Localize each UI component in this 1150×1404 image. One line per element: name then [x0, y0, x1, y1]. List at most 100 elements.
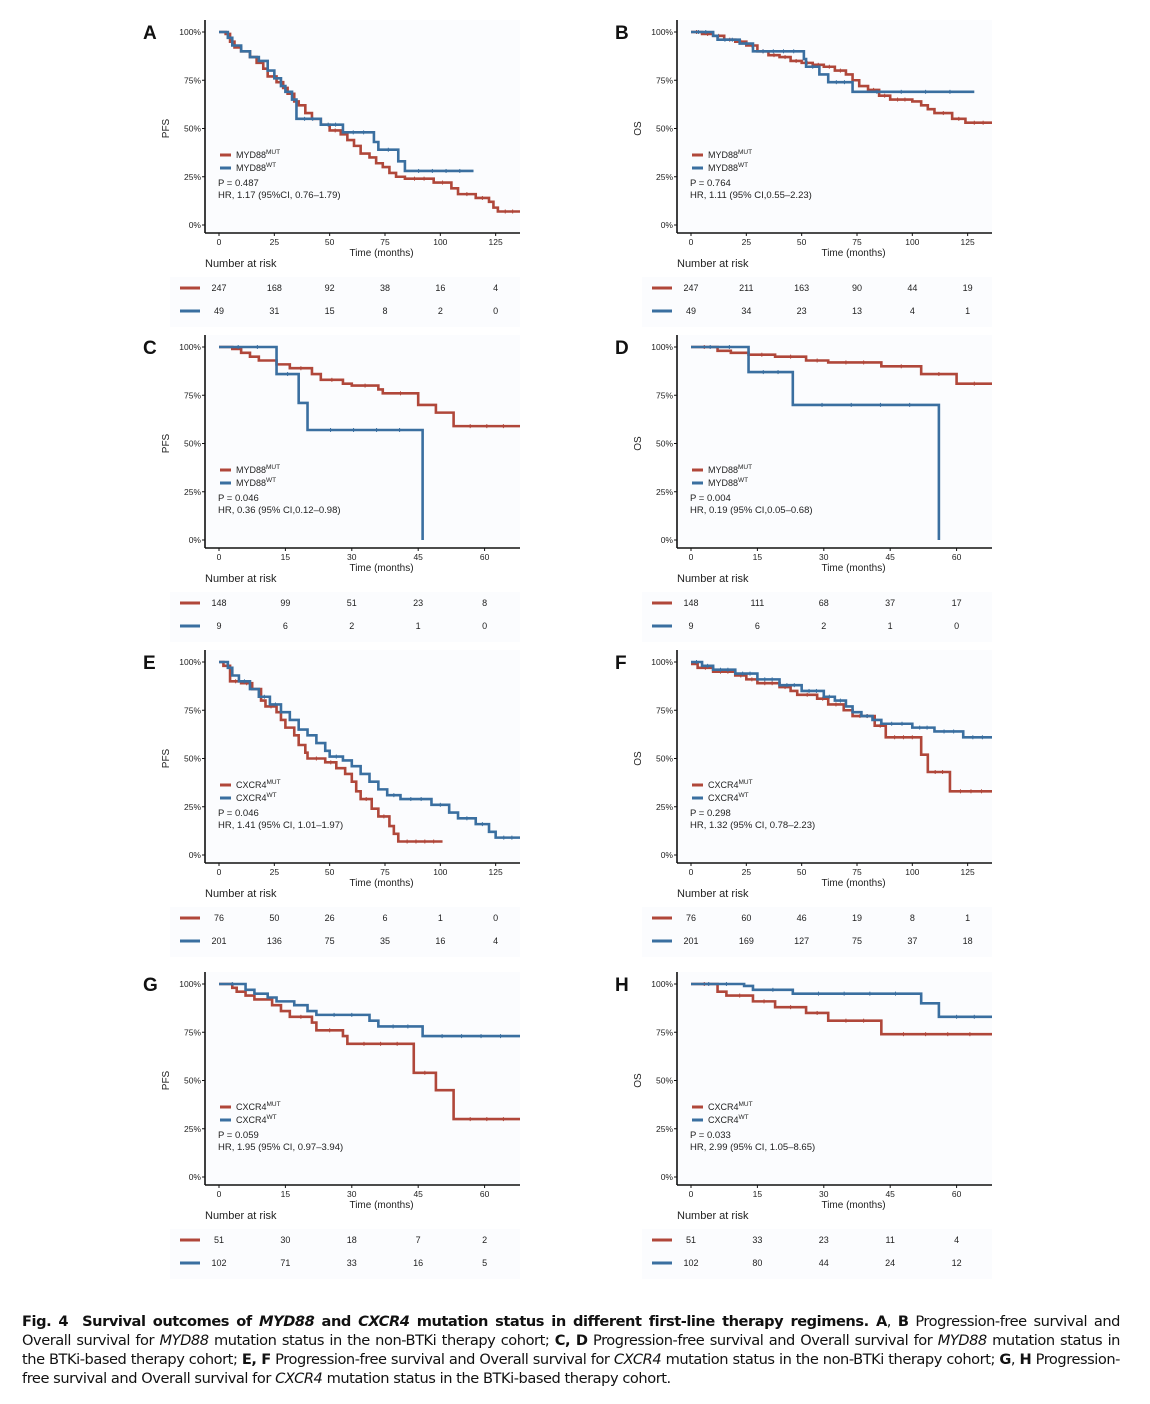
legend-label: MYD88MUT [236, 464, 280, 475]
km-chart-svg: H 0% 25% 50% 75% 100% 0 15 30 45 60 Time (months) OS… [615, 972, 992, 1279]
caption-segment: MYD88 [259, 1313, 315, 1330]
risk-count: 46 [797, 913, 807, 923]
y-tick-label: 75% [656, 1027, 673, 1037]
plot-area [677, 972, 992, 1185]
x-tick-label: 60 [480, 552, 490, 562]
x-tick-label: 50 [325, 867, 335, 877]
caption-segment: G [999, 1351, 1011, 1368]
caption-segment: CXCR4 [275, 1370, 323, 1387]
risk-count: 102 [211, 1258, 226, 1268]
risk-count: 0 [482, 621, 487, 631]
x-tick-label: 50 [325, 237, 335, 247]
hazard-ratio-text: HR, 0.36 (95% CI,0.12–0.98) [218, 505, 341, 516]
legend-label: MYD88WT [708, 162, 748, 173]
risk-count: 7 [416, 1235, 421, 1245]
p-value-text: P = 0.059 [218, 1130, 259, 1141]
x-tick-label: 60 [952, 552, 962, 562]
legend-label: MYD88MUT [708, 464, 752, 475]
risk-count: 13 [852, 306, 862, 316]
x-tick-label: 0 [217, 867, 222, 877]
caption-segment: Progression-free survival and Overall su… [22, 1351, 1120, 1387]
risk-count: 49 [214, 306, 224, 316]
y-tick-label: 25% [184, 802, 201, 812]
y-tick-label: 0% [189, 1172, 202, 1182]
risk-count: 16 [435, 936, 445, 946]
hazard-ratio-text: HR, 1.11 (95% CI,0.55–2.23) [690, 190, 812, 201]
x-tick-label: 25 [742, 867, 752, 877]
y-tick-label: 0% [661, 1172, 674, 1182]
risk-count: 51 [686, 1235, 696, 1245]
risk-table-bg [642, 277, 992, 327]
x-tick-label: 100 [905, 867, 919, 877]
survival-curve-mut [691, 982, 992, 1036]
risk-count: 148 [211, 598, 226, 608]
x-axis-title: Time (months) [821, 1200, 885, 1211]
x-tick-label: 30 [347, 1189, 357, 1199]
risk-count: 35 [380, 936, 390, 946]
y-tick-label: 0% [189, 535, 202, 545]
risk-count: 4 [493, 283, 498, 293]
km-panel-c: C 0% 25% 50% 75% 100% 0 15 30 45 60 Time (months) PF… [140, 330, 610, 645]
legend-label: MYD88MUT [236, 149, 280, 160]
risk-count: 168 [267, 283, 282, 293]
risk-count: 19 [963, 283, 973, 293]
risk-count: 9 [216, 621, 221, 631]
hazard-ratio-text: HR, 1.41 (95% CI, 1.01–1.97) [218, 820, 343, 831]
risk-count: 26 [325, 913, 335, 923]
plot-area [205, 335, 520, 548]
risk-count: 49 [686, 306, 696, 316]
caption-segment: mutation status in different first-line … [409, 1313, 876, 1330]
risk-count: 37 [907, 936, 917, 946]
risk-count: 16 [413, 1258, 423, 1268]
risk-count: 211 [739, 283, 753, 293]
x-tick-label: 125 [489, 237, 503, 247]
risk-count: 31 [269, 306, 279, 316]
risk-count: 9 [688, 621, 693, 631]
risk-count: 12 [952, 1258, 962, 1268]
x-tick-label: 30 [819, 1189, 829, 1199]
risk-count: 16 [435, 283, 445, 293]
risk-count: 8 [382, 306, 387, 316]
risk-count: 33 [752, 1235, 762, 1245]
km-chart-svg: B 0% 25% 50% 75% 100% 0 25 50 75 100 125 Time (month… [615, 20, 992, 327]
risk-count: 8 [910, 913, 915, 923]
risk-count: 38 [380, 283, 390, 293]
risk-table-bg [642, 907, 992, 957]
legend-label: CXCR4MUT [708, 779, 753, 790]
y-axis-title: OS [633, 751, 644, 766]
hazard-ratio-text: HR, 1.95 (95% CI, 0.97–3.94) [218, 1142, 343, 1153]
risk-table-title: Number at risk [205, 573, 277, 585]
panel-letter: E [143, 653, 156, 674]
y-tick-label: 100% [179, 27, 201, 37]
panel-letter: B [615, 23, 629, 44]
caption-segment: mutation status in the non-BTKi therapy … [661, 1351, 1000, 1368]
x-tick-label: 25 [270, 237, 280, 247]
risk-count: 111 [751, 598, 765, 608]
caption-segment: CXCR4 [358, 1313, 410, 1330]
km-chart-svg: G 0% 25% 50% 75% 100% 0 15 30 45 60 Time (months) PF… [143, 972, 520, 1279]
risk-count: 51 [347, 598, 357, 608]
x-tick-label: 0 [217, 552, 222, 562]
survival-curve-wt [219, 345, 424, 540]
x-tick-label: 60 [480, 1189, 490, 1199]
y-tick-label: 75% [656, 705, 673, 715]
risk-count: 37 [885, 598, 895, 608]
p-value-text: P = 0.764 [690, 178, 731, 189]
y-tick-label: 25% [656, 1124, 673, 1134]
km-panel-d: D 0% 25% 50% 75% 100% 0 15 30 45 60 Time (months) OS… [612, 330, 1082, 645]
risk-count: 1 [438, 913, 443, 923]
km-chart-svg: F 0% 25% 50% 75% 100% 0 25 50 75 100 125 Time (month… [615, 650, 992, 957]
y-tick-label: 75% [184, 75, 201, 85]
x-tick-label: 45 [413, 552, 423, 562]
x-tick-label: 100 [905, 237, 919, 247]
risk-count: 44 [819, 1258, 829, 1268]
y-axis-title: OS [633, 1073, 644, 1088]
caption-segment: C, D [554, 1332, 588, 1349]
caption-segment: mutation status in the BTKi-based therap… [322, 1370, 672, 1387]
caption-segment: Progression-free survival and Overall su… [270, 1351, 614, 1368]
y-tick-label: 50% [656, 439, 673, 449]
survival-curve-mut [219, 345, 520, 428]
risk-table-title: Number at risk [677, 1210, 749, 1222]
y-tick-label: 25% [184, 172, 201, 182]
x-axis-title: Time (months) [349, 1200, 413, 1211]
